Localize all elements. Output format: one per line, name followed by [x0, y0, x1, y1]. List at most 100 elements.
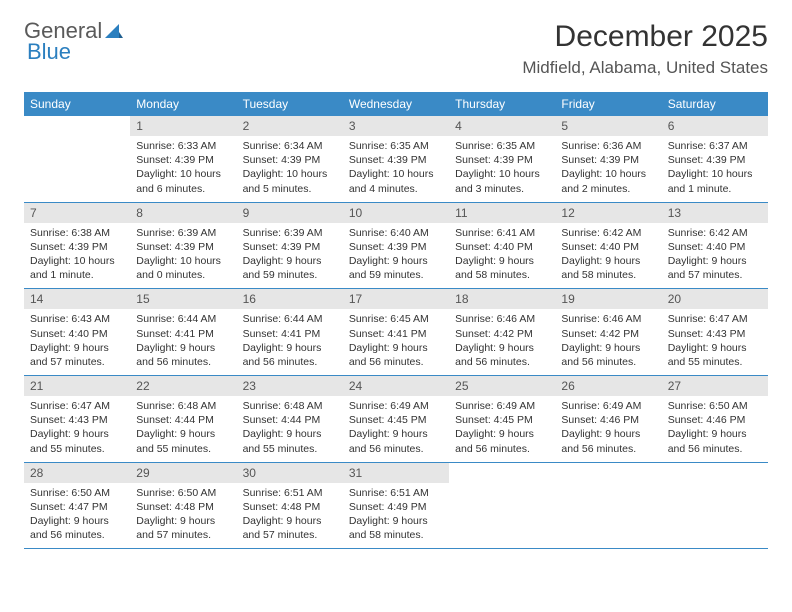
day-number: 28 [24, 463, 130, 483]
day-line: Sunrise: 6:34 AM [243, 139, 337, 153]
day-line: and 58 minutes. [455, 268, 549, 282]
day-cell: 26Sunrise: 6:49 AMSunset: 4:46 PMDayligh… [555, 376, 661, 462]
day-number: 14 [24, 289, 130, 309]
day-cell: 30Sunrise: 6:51 AMSunset: 4:48 PMDayligh… [237, 463, 343, 549]
day-cell: 4Sunrise: 6:35 AMSunset: 4:39 PMDaylight… [449, 116, 555, 202]
day-number: 22 [130, 376, 236, 396]
day-body [555, 483, 661, 492]
week-row: 14Sunrise: 6:43 AMSunset: 4:40 PMDayligh… [24, 289, 768, 376]
day-line: and 56 minutes. [30, 528, 124, 542]
day-line: and 5 minutes. [243, 182, 337, 196]
day-cell: 6Sunrise: 6:37 AMSunset: 4:39 PMDaylight… [662, 116, 768, 202]
day-line: Sunset: 4:39 PM [561, 153, 655, 167]
day-line: and 0 minutes. [136, 268, 230, 282]
day-cell: 5Sunrise: 6:36 AMSunset: 4:39 PMDaylight… [555, 116, 661, 202]
day-line: Sunset: 4:39 PM [455, 153, 549, 167]
day-line: Sunrise: 6:39 AM [136, 226, 230, 240]
day-body: Sunrise: 6:35 AMSunset: 4:39 PMDaylight:… [343, 136, 449, 202]
day-line: Daylight: 9 hours [243, 254, 337, 268]
day-line: Sunrise: 6:45 AM [349, 312, 443, 326]
day-line: Sunset: 4:46 PM [561, 413, 655, 427]
day-cell [449, 463, 555, 549]
header: General December 2025 Midfield, Alabama,… [24, 20, 768, 78]
day-body: Sunrise: 6:48 AMSunset: 4:44 PMDaylight:… [130, 396, 236, 462]
day-number: 13 [662, 203, 768, 223]
day-line: Daylight: 9 hours [349, 341, 443, 355]
day-line: Daylight: 9 hours [455, 427, 549, 441]
day-number: 8 [130, 203, 236, 223]
day-line: Daylight: 9 hours [349, 427, 443, 441]
day-body [662, 483, 768, 492]
day-number: 7 [24, 203, 130, 223]
day-line: Sunrise: 6:40 AM [349, 226, 443, 240]
day-line: Sunrise: 6:36 AM [561, 139, 655, 153]
day-line: Sunset: 4:39 PM [349, 240, 443, 254]
day-cell [662, 463, 768, 549]
week-row: 21Sunrise: 6:47 AMSunset: 4:43 PMDayligh… [24, 376, 768, 463]
day-body: Sunrise: 6:51 AMSunset: 4:49 PMDaylight:… [343, 483, 449, 549]
weekday-cell: Friday [555, 92, 661, 116]
day-number: 1 [130, 116, 236, 136]
day-cell: 25Sunrise: 6:49 AMSunset: 4:45 PMDayligh… [449, 376, 555, 462]
day-line: and 56 minutes. [455, 355, 549, 369]
day-line: and 56 minutes. [136, 355, 230, 369]
day-number: 26 [555, 376, 661, 396]
day-number: 9 [237, 203, 343, 223]
day-line: Sunset: 4:44 PM [243, 413, 337, 427]
day-line: Sunset: 4:41 PM [349, 327, 443, 341]
weekday-cell: Monday [130, 92, 236, 116]
day-line: Sunrise: 6:50 AM [668, 399, 762, 413]
weekday-cell: Tuesday [237, 92, 343, 116]
day-number [24, 116, 130, 136]
day-cell: 21Sunrise: 6:47 AMSunset: 4:43 PMDayligh… [24, 376, 130, 462]
day-line: Sunset: 4:44 PM [136, 413, 230, 427]
day-number: 31 [343, 463, 449, 483]
day-line: and 1 minute. [668, 182, 762, 196]
day-line: Sunset: 4:47 PM [30, 500, 124, 514]
day-line: Daylight: 10 hours [561, 167, 655, 181]
day-line: Daylight: 9 hours [668, 254, 762, 268]
day-line: and 56 minutes. [668, 442, 762, 456]
day-body: Sunrise: 6:50 AMSunset: 4:47 PMDaylight:… [24, 483, 130, 549]
day-line: and 56 minutes. [561, 442, 655, 456]
day-body: Sunrise: 6:39 AMSunset: 4:39 PMDaylight:… [237, 223, 343, 289]
day-number: 25 [449, 376, 555, 396]
day-line: Sunset: 4:42 PM [455, 327, 549, 341]
day-line: Sunset: 4:39 PM [30, 240, 124, 254]
day-number: 2 [237, 116, 343, 136]
day-body: Sunrise: 6:49 AMSunset: 4:45 PMDaylight:… [449, 396, 555, 462]
day-cell: 12Sunrise: 6:42 AMSunset: 4:40 PMDayligh… [555, 203, 661, 289]
day-line: and 2 minutes. [561, 182, 655, 196]
day-body [449, 483, 555, 492]
day-line: and 3 minutes. [455, 182, 549, 196]
day-line: Sunrise: 6:47 AM [668, 312, 762, 326]
day-cell: 22Sunrise: 6:48 AMSunset: 4:44 PMDayligh… [130, 376, 236, 462]
day-cell: 17 Sunrise: 6:45 AMSunset: 4:41 PMDayligh… [343, 289, 449, 375]
day-line: and 56 minutes. [243, 355, 337, 369]
day-line: Daylight: 10 hours [349, 167, 443, 181]
title-block: December 2025 Midfield, Alabama, United … [522, 20, 768, 78]
day-number: 18 [449, 289, 555, 309]
day-line: Sunrise: 6:35 AM [455, 139, 549, 153]
day-body: Sunrise: 6:46 AMSunset: 4:42 PMDaylight:… [449, 309, 555, 375]
day-line: and 58 minutes. [561, 268, 655, 282]
day-line: Sunrise: 6:41 AM [455, 226, 549, 240]
day-cell: 3Sunrise: 6:35 AMSunset: 4:39 PMDaylight… [343, 116, 449, 202]
day-line: Sunset: 4:39 PM [136, 240, 230, 254]
location: Midfield, Alabama, United States [522, 58, 768, 78]
day-line: and 55 minutes. [30, 442, 124, 456]
day-line: Sunset: 4:43 PM [30, 413, 124, 427]
day-line: Daylight: 10 hours [243, 167, 337, 181]
calendar-page: General December 2025 Midfield, Alabama,… [0, 0, 792, 569]
day-number: 19 [555, 289, 661, 309]
day-body: Sunrise: 6:39 AMSunset: 4:39 PMDaylight:… [130, 223, 236, 289]
day-line: Sunrise: 6:42 AM [561, 226, 655, 240]
day-body: Sunrise: 6:50 AMSunset: 4:48 PMDaylight:… [130, 483, 236, 549]
day-number: 17 [343, 289, 449, 309]
day-line: Daylight: 9 hours [561, 427, 655, 441]
day-line: and 59 minutes. [243, 268, 337, 282]
day-line: Sunset: 4:41 PM [243, 327, 337, 341]
day-line: Daylight: 9 hours [136, 341, 230, 355]
day-line: Sunrise: 6:46 AM [455, 312, 549, 326]
day-body: Sunrise: 6:35 AMSunset: 4:39 PMDaylight:… [449, 136, 555, 202]
